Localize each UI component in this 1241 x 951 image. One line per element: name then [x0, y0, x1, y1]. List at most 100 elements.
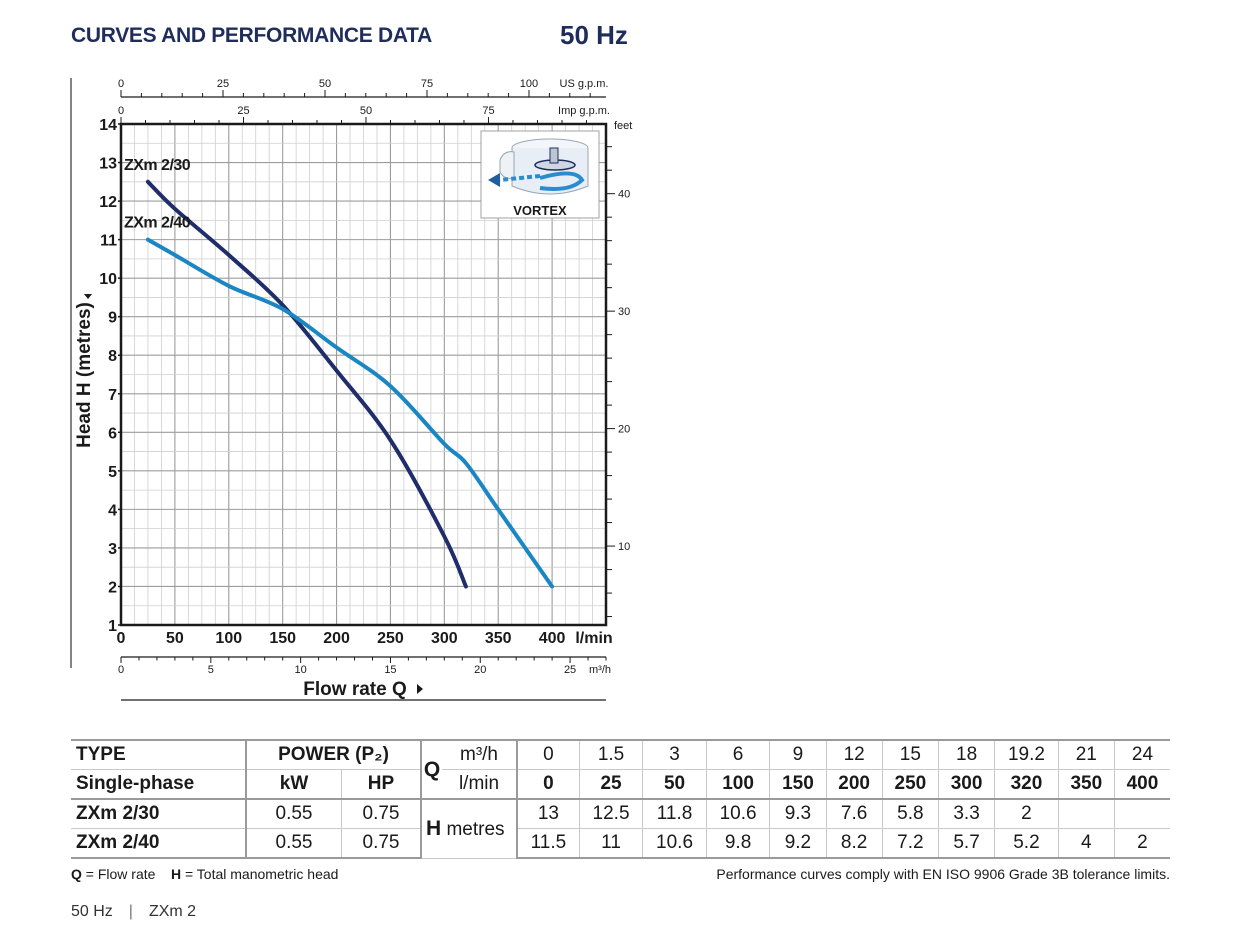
m3h-cell: 9	[769, 739, 827, 770]
lmin-cell: 100	[706, 769, 771, 800]
compliance-note: Performance curves comply with EN ISO 99…	[716, 866, 1170, 882]
x-tick-label: 0	[117, 630, 126, 647]
us-gpm-tick-label: 100	[520, 78, 538, 90]
m3h-cell: 19.2	[994, 739, 1059, 770]
head-cell: 8.2	[826, 828, 883, 859]
head-cell: 10.6	[642, 828, 707, 859]
m3h-cell: 21	[1058, 739, 1115, 770]
feet-tick-label: 30	[618, 306, 630, 318]
hp-cell: 0.75	[341, 828, 422, 859]
imp-gpm-tick-label: 75	[482, 105, 494, 117]
hp-header: HP	[341, 769, 422, 800]
y-tick-label: 4	[108, 502, 117, 519]
x-axis-arrow-icon	[417, 684, 423, 694]
head-cell: 13	[517, 798, 580, 829]
legend-note: Q = Flow rate H = Total manometric head	[71, 866, 338, 882]
page-footer: 50 Hz | ZXm 2	[71, 903, 196, 921]
model-cell: ZXm 2/30	[71, 798, 247, 829]
m3h-cell: 12	[826, 739, 883, 770]
head-cell: 4	[1058, 828, 1115, 859]
m3h-cell: 15	[882, 739, 939, 770]
x-unit-label: l/min	[575, 630, 612, 647]
m3h-cell: 3	[642, 739, 707, 770]
power-header: POWER (P₂)	[246, 739, 422, 770]
table-row: ZXm 2/30 0.55 0.75 H metres 13 12.5 11.8…	[71, 798, 1170, 859]
y-tick-label: 2	[108, 579, 117, 596]
vortex-swirl	[539, 171, 585, 191]
y-tick-label: 14	[99, 117, 117, 134]
m3h-unit: m³/h	[442, 739, 518, 770]
x-tick-label: 400	[539, 630, 566, 647]
head-cell: 10.6	[706, 798, 771, 829]
head-cell	[1058, 798, 1115, 829]
lmin-cell: 250	[882, 769, 939, 800]
vortex-label: VORTEX	[513, 203, 567, 218]
series-line-1	[145, 179, 468, 589]
q-header: Q	[421, 739, 442, 800]
imp-gpm-tick-label: 50	[360, 105, 372, 117]
model-cell: ZXm 2/40	[71, 828, 247, 859]
h-metres-header: H metres	[421, 798, 518, 859]
m3h-tick-label: 20	[474, 664, 486, 676]
head-cell: 5.2	[994, 828, 1059, 859]
head-cell: 2	[1114, 828, 1170, 859]
head-cell: 2	[994, 798, 1059, 829]
y-tick-label: 13	[99, 156, 117, 173]
m3h-tick-label: 25	[564, 664, 576, 676]
lmin-cell: 320	[994, 769, 1059, 800]
lmin-cell: 50	[642, 769, 707, 800]
m3h-cell: 18	[938, 739, 996, 770]
footer-separator: |	[128, 903, 133, 920]
y-tick-label: 5	[108, 464, 117, 481]
lmin-cell: 25	[579, 769, 644, 800]
us-gpm-unit: US g.p.m.	[560, 78, 609, 90]
phase-header: Single-phase	[71, 769, 247, 800]
head-cell: 9.8	[706, 828, 771, 859]
imp-gpm-tick-label: 25	[237, 105, 249, 117]
vortex-inset: VORTEX	[480, 130, 600, 219]
head-cell: 11.5	[517, 828, 580, 859]
m3h-cell: 6	[706, 739, 771, 770]
m3h-tick-label: 15	[384, 664, 396, 676]
x-tick-label: 250	[377, 630, 404, 647]
series-label-2: ZXm 2/40	[124, 215, 191, 232]
us-gpm-tick-label: 25	[217, 78, 229, 90]
x-axis-title: Flow rate Q	[303, 679, 406, 700]
feet-tick-label: 40	[618, 189, 630, 201]
x-tick-label: 100	[215, 630, 242, 647]
lmin-cell: 200	[826, 769, 883, 800]
h-definition: = Total manometric head	[181, 866, 339, 882]
head-cell: 7.6	[826, 798, 883, 829]
kw-cell: 0.55	[246, 828, 342, 859]
footer-frequency: 50 Hz	[71, 903, 113, 920]
head-cell: 9.3	[769, 798, 827, 829]
frequency-label: 50 Hz	[560, 20, 628, 50]
m3h-cell: 1.5	[579, 739, 644, 770]
imp-gpm-tick-label: 0	[118, 105, 124, 117]
hp-cell: 0.75	[341, 798, 422, 829]
series-label-1: ZXm 2/30	[124, 157, 191, 174]
lmin-cell: 150	[769, 769, 827, 800]
m3h-unit: m³/h	[589, 664, 611, 676]
us-gpm-tick-label: 0	[118, 78, 124, 90]
metres-label: metres	[446, 818, 505, 840]
head-cell	[1114, 798, 1170, 829]
table-row: ZXm 2/40 0.55 0.75 11.5 11 10.6 9.8 9.2 …	[71, 828, 1170, 859]
kw-header: kW	[246, 769, 342, 800]
m3h-cell: 0	[517, 739, 580, 770]
lmin-cell: 0	[517, 769, 580, 800]
vortex-arrow-head	[488, 173, 500, 187]
x-tick-label: 50	[166, 630, 184, 647]
kw-cell: 0.55	[246, 798, 342, 829]
head-cell: 3.3	[938, 798, 996, 829]
x-tick-label: 200	[323, 630, 350, 647]
head-cell: 5.8	[882, 798, 939, 829]
y-tick-label: 11	[100, 233, 117, 250]
plot-frame	[119, 122, 608, 627]
lmin-cell: 400	[1114, 769, 1170, 800]
footer-model: ZXm 2	[148, 903, 197, 920]
feet-unit: feet	[614, 120, 632, 132]
type-header: TYPE	[71, 739, 247, 770]
